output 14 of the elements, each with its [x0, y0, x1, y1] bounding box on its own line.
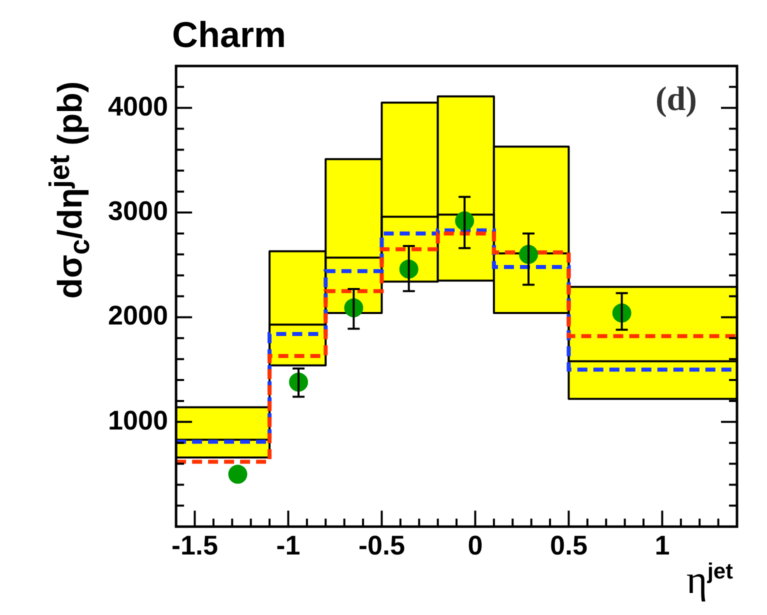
x-tick-label: 0 [468, 530, 483, 560]
x-tick-label: 0.5 [550, 530, 588, 560]
y-tick-label: 3000 [108, 196, 168, 226]
y-tick-label: 2000 [108, 300, 168, 331]
x-tick-label: -1.5 [171, 530, 218, 560]
point [228, 464, 248, 484]
x-axis-title: η$^{jet}$ [686, 556, 733, 603]
x-tick-label: 1 [654, 530, 670, 560]
y-tick-label: 1000 [108, 405, 168, 436]
annotation: (d) [655, 80, 697, 118]
x-tick-label: -1 [276, 530, 300, 560]
chart-title: Charm [172, 14, 286, 56]
y-tick-label: 4000 [108, 91, 168, 122]
x-tick-label: -0.5 [358, 530, 406, 560]
